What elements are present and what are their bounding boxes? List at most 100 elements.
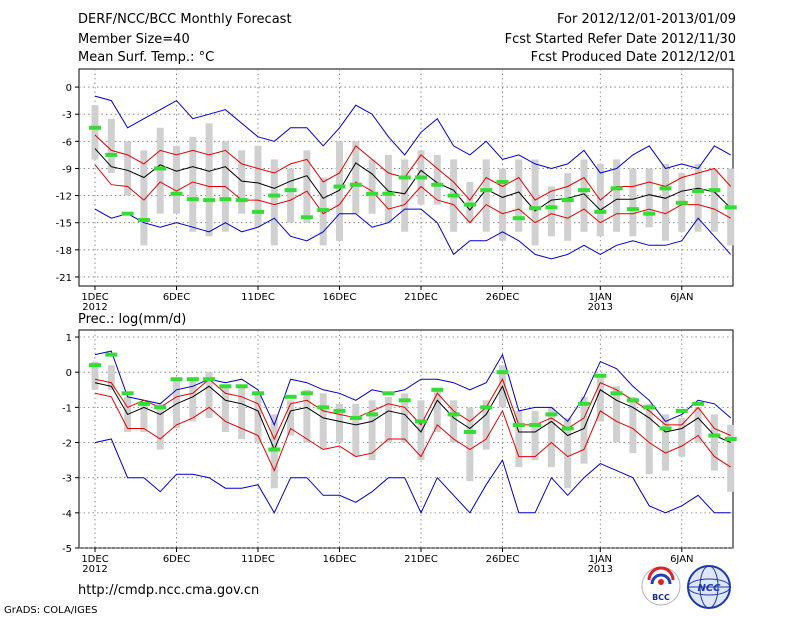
y-tick-label: -2 (62, 439, 72, 450)
median-marker (252, 209, 264, 214)
ensemble-box (270, 159, 278, 246)
min-line (94, 208, 732, 260)
ensemble-box (531, 410, 539, 461)
ensemble-box (564, 172, 572, 241)
median-marker (235, 384, 248, 389)
median-marker (252, 391, 264, 396)
x-tick-label: 21DEC (404, 554, 438, 565)
median-marker (529, 206, 542, 211)
ensemble-box (368, 400, 376, 461)
ensemble-box (515, 410, 523, 468)
median-marker (692, 401, 705, 406)
y-tick-label: -12 (56, 192, 72, 203)
source-url[interactable]: http://cmdp.ncc.cma.gov.cn (78, 583, 259, 598)
grads-credit: GrADS: COLA/IGES (4, 605, 98, 616)
x-tick-label: 16DEC (323, 554, 357, 565)
median-marker (496, 180, 509, 185)
median-marker (89, 363, 101, 368)
median-marker (594, 209, 607, 214)
ensemble-box (107, 118, 115, 173)
median-marker (463, 202, 476, 207)
ensemble-mean-line (94, 148, 732, 212)
median-marker (284, 188, 297, 193)
median-marker (480, 405, 493, 410)
ensemble-box (91, 361, 99, 390)
median-marker (268, 447, 281, 452)
median-marker (610, 186, 623, 191)
ncc-logo: NCC (687, 565, 731, 609)
x-tick-year-label: 2012 (82, 564, 107, 575)
y-tick-label: -4 (62, 509, 72, 520)
median-marker (219, 197, 232, 202)
median-marker (154, 405, 167, 410)
member-size: Member Size=40 (78, 32, 190, 47)
median-marker (186, 377, 199, 382)
median-marker (431, 182, 444, 187)
ensemble-box (107, 365, 115, 390)
median-marker (105, 352, 118, 357)
ensemble-box (352, 141, 360, 214)
median-marker (398, 398, 411, 403)
x-tick-label: 6JAN (670, 554, 693, 565)
ensemble-box (564, 417, 572, 489)
x-tick-label: 21DEC (404, 292, 438, 303)
ensemble-box (254, 393, 262, 443)
x-tick-label: 1JAN (589, 292, 612, 303)
y-tick-label: -5 (62, 544, 72, 555)
ensemble-box (450, 400, 458, 443)
median-marker (675, 200, 688, 205)
ensemble-box (140, 150, 148, 246)
median-marker (447, 412, 460, 417)
median-marker (154, 166, 167, 171)
bcc-swirl-icon (647, 566, 675, 581)
median-marker (382, 391, 395, 396)
ensemble-box (384, 154, 392, 223)
ensemble-box (482, 159, 490, 232)
ensemble-box (580, 396, 588, 464)
median-marker (349, 182, 362, 187)
ensemble-box (580, 159, 588, 232)
ensemble-box (629, 396, 637, 454)
lower-spread-line (94, 164, 731, 224)
median-marker (643, 211, 656, 216)
ensemble-box (417, 400, 425, 461)
x-tick-label: 26DEC (486, 292, 520, 303)
median-marker (284, 394, 297, 399)
median-marker (186, 197, 199, 202)
ensemble-box (645, 403, 653, 475)
ensemble-box (156, 127, 164, 214)
ensemble-box (401, 393, 409, 443)
fcst-produced-date: Fcst Produced Date 2012/12/01 (531, 50, 736, 65)
max-line (94, 95, 731, 174)
median-marker (529, 422, 542, 427)
ensemble-box (336, 141, 343, 241)
median-marker (366, 191, 379, 196)
ensemble-box (303, 150, 311, 223)
ensemble-box (596, 375, 604, 422)
y-tick-label: 1 (66, 333, 72, 344)
ensemble-box (531, 159, 539, 246)
forecast-period: For 2012/12/01-2013/01/09 (557, 12, 736, 27)
median-marker (89, 125, 101, 130)
fcst-started-date: Fcst Started Refer Date 2012/11/30 (505, 32, 736, 47)
median-marker (170, 191, 183, 196)
median-marker (333, 184, 346, 189)
median-marker (659, 426, 672, 431)
median-marker (366, 412, 379, 417)
ensemble-box (515, 159, 523, 232)
x-tick-label: 16DEC (323, 292, 357, 303)
median-marker (415, 419, 427, 424)
median-marker (137, 217, 150, 222)
median-marker (105, 152, 118, 157)
ensemble-box (173, 145, 180, 214)
x-tick-label: 11DEC (241, 554, 275, 565)
median-marker (545, 412, 558, 417)
median-marker (643, 405, 656, 410)
x-tick-label: 1JAN (589, 554, 612, 565)
x-tick-label: 11DEC (241, 292, 275, 303)
ensemble-box (221, 386, 229, 432)
bcc-logo: BCC (641, 566, 681, 606)
